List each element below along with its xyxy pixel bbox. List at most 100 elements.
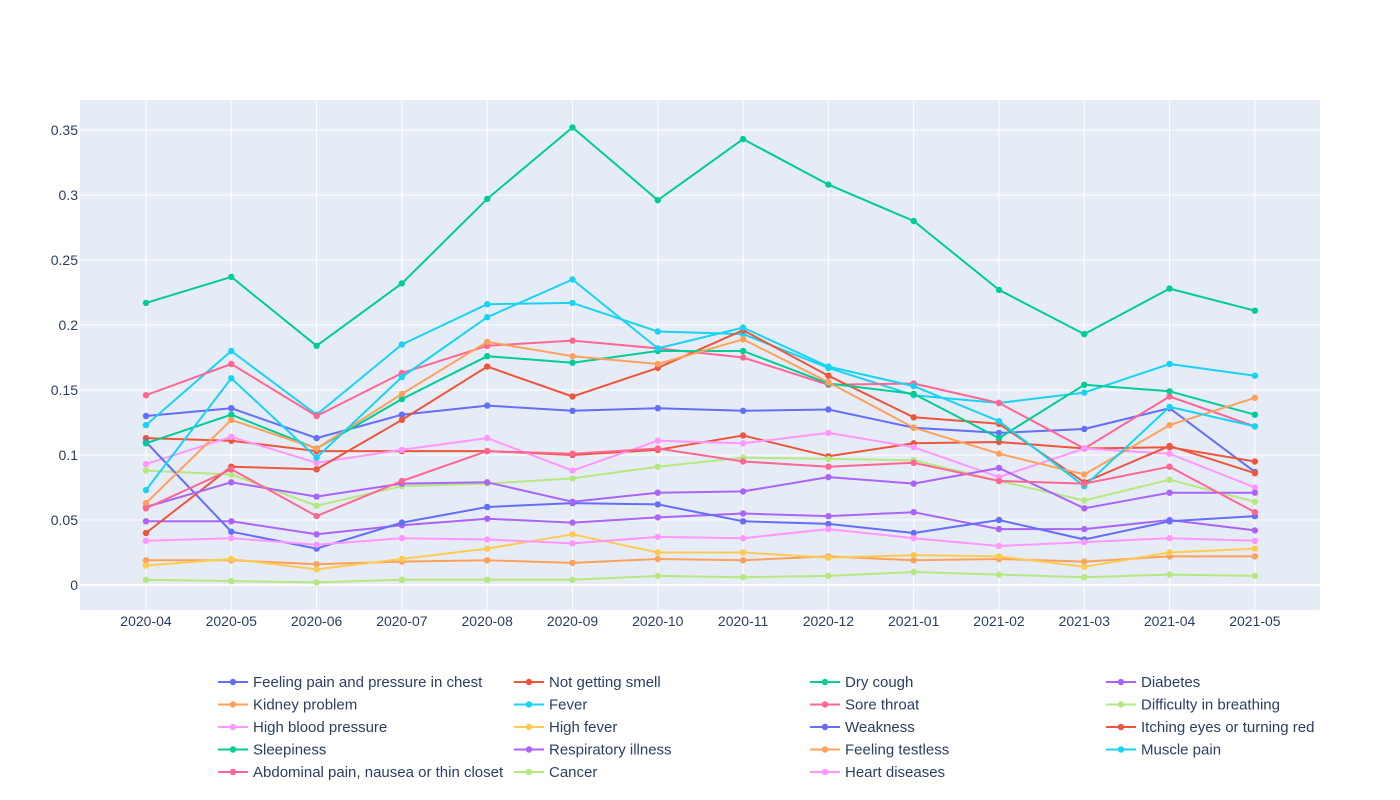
- data-point[interactable]: [825, 572, 832, 580]
- data-point[interactable]: [739, 354, 747, 361]
- data-point[interactable]: [654, 514, 661, 521]
- data-point[interactable]: [1081, 480, 1088, 487]
- data-point[interactable]: [1251, 527, 1259, 534]
- data-point[interactable]: [569, 467, 576, 474]
- series-9[interactable]: [142, 531, 1259, 573]
- data-point[interactable]: [1166, 463, 1173, 470]
- data-point[interactable]: [995, 477, 1003, 485]
- data-point[interactable]: [910, 480, 917, 487]
- data-point[interactable]: [569, 559, 576, 567]
- data-point[interactable]: [1251, 307, 1259, 314]
- data-point[interactable]: [654, 501, 661, 508]
- data-point[interactable]: [1081, 505, 1088, 512]
- data-point[interactable]: [228, 416, 235, 424]
- data-point[interactable]: [739, 535, 747, 542]
- data-point[interactable]: [995, 553, 1003, 560]
- data-point[interactable]: [228, 433, 235, 440]
- data-point[interactable]: [1081, 525, 1088, 533]
- data-point[interactable]: [142, 499, 150, 507]
- data-point[interactable]: [825, 463, 832, 470]
- data-point[interactable]: [228, 479, 235, 486]
- data-point[interactable]: [825, 554, 832, 561]
- data-point[interactable]: [142, 518, 150, 525]
- data-point[interactable]: [654, 360, 661, 368]
- data-point[interactable]: [739, 336, 747, 343]
- data-point[interactable]: [825, 520, 832, 528]
- data-point[interactable]: [313, 454, 320, 461]
- legend-item[interactable]: Muscle pain: [1106, 742, 1221, 759]
- data-point[interactable]: [313, 493, 320, 500]
- data-point[interactable]: [313, 412, 320, 420]
- data-point[interactable]: [484, 479, 491, 486]
- data-point[interactable]: [142, 529, 150, 537]
- data-point[interactable]: [1251, 394, 1259, 401]
- data-point[interactable]: [995, 542, 1003, 550]
- data-point[interactable]: [1251, 553, 1259, 560]
- data-point[interactable]: [142, 562, 150, 569]
- data-point[interactable]: [1081, 574, 1088, 581]
- legend-item[interactable]: Abdominal pain, nausea or thin closet: [218, 764, 504, 781]
- data-point[interactable]: [1081, 558, 1088, 565]
- data-point[interactable]: [142, 421, 150, 429]
- data-point[interactable]: [910, 557, 917, 564]
- data-point[interactable]: [1251, 423, 1259, 430]
- data-point[interactable]: [569, 519, 576, 526]
- data-point[interactable]: [1081, 471, 1088, 478]
- data-point[interactable]: [739, 324, 747, 331]
- data-point[interactable]: [910, 568, 917, 576]
- data-point[interactable]: [484, 314, 491, 321]
- series-line[interactable]: [145, 571, 1255, 584]
- series-line[interactable]: [145, 278, 1256, 491]
- data-point[interactable]: [398, 555, 406, 563]
- data-point[interactable]: [825, 429, 832, 437]
- data-point[interactable]: [484, 515, 491, 522]
- data-point[interactable]: [995, 571, 1003, 578]
- data-point[interactable]: [142, 505, 150, 512]
- data-point[interactable]: [484, 503, 491, 511]
- data-point[interactable]: [398, 390, 406, 398]
- legend-item[interactable]: Kidney problem: [218, 697, 357, 714]
- data-point[interactable]: [1081, 389, 1088, 396]
- series-line[interactable]: [145, 528, 1255, 547]
- data-point[interactable]: [910, 529, 917, 537]
- data-point[interactable]: [654, 405, 661, 412]
- data-point[interactable]: [1251, 484, 1259, 491]
- data-point[interactable]: [654, 555, 661, 563]
- data-point[interactable]: [995, 418, 1003, 425]
- legend-item[interactable]: Itching eyes or turning red: [1106, 719, 1314, 736]
- legend-item[interactable]: Fever: [514, 697, 587, 714]
- data-point[interactable]: [228, 471, 235, 478]
- data-point[interactable]: [1251, 509, 1259, 516]
- data-point[interactable]: [228, 577, 235, 585]
- data-point[interactable]: [739, 510, 747, 517]
- data-point[interactable]: [1166, 518, 1173, 525]
- data-point[interactable]: [825, 525, 832, 533]
- data-point[interactable]: [910, 509, 917, 516]
- legend-item[interactable]: Feeling testless: [810, 742, 949, 759]
- data-point[interactable]: [1166, 403, 1173, 411]
- data-point[interactable]: [995, 525, 1003, 533]
- data-point[interactable]: [1251, 489, 1259, 496]
- data-point[interactable]: [569, 540, 576, 547]
- data-point[interactable]: [228, 518, 235, 525]
- data-point[interactable]: [1166, 571, 1173, 578]
- data-point[interactable]: [825, 455, 832, 463]
- data-point[interactable]: [142, 392, 150, 399]
- data-point[interactable]: [825, 379, 832, 386]
- data-point[interactable]: [398, 373, 406, 381]
- data-point[interactable]: [398, 446, 406, 453]
- series-17[interactable]: [142, 568, 1259, 586]
- data-point[interactable]: [142, 486, 150, 494]
- data-point[interactable]: [1081, 497, 1088, 504]
- legend-item[interactable]: Sleepiness: [218, 742, 326, 759]
- data-point[interactable]: [569, 353, 576, 360]
- data-point[interactable]: [825, 181, 832, 188]
- data-point[interactable]: [569, 450, 576, 457]
- series-line[interactable]: [145, 126, 1256, 347]
- data-point[interactable]: [739, 518, 747, 525]
- data-point[interactable]: [825, 406, 832, 413]
- data-point[interactable]: [1251, 372, 1259, 379]
- legend-item[interactable]: Feeling pain and pressure in chest: [218, 674, 483, 691]
- legend-item[interactable]: Heart diseases: [810, 764, 945, 781]
- data-point[interactable]: [228, 405, 235, 412]
